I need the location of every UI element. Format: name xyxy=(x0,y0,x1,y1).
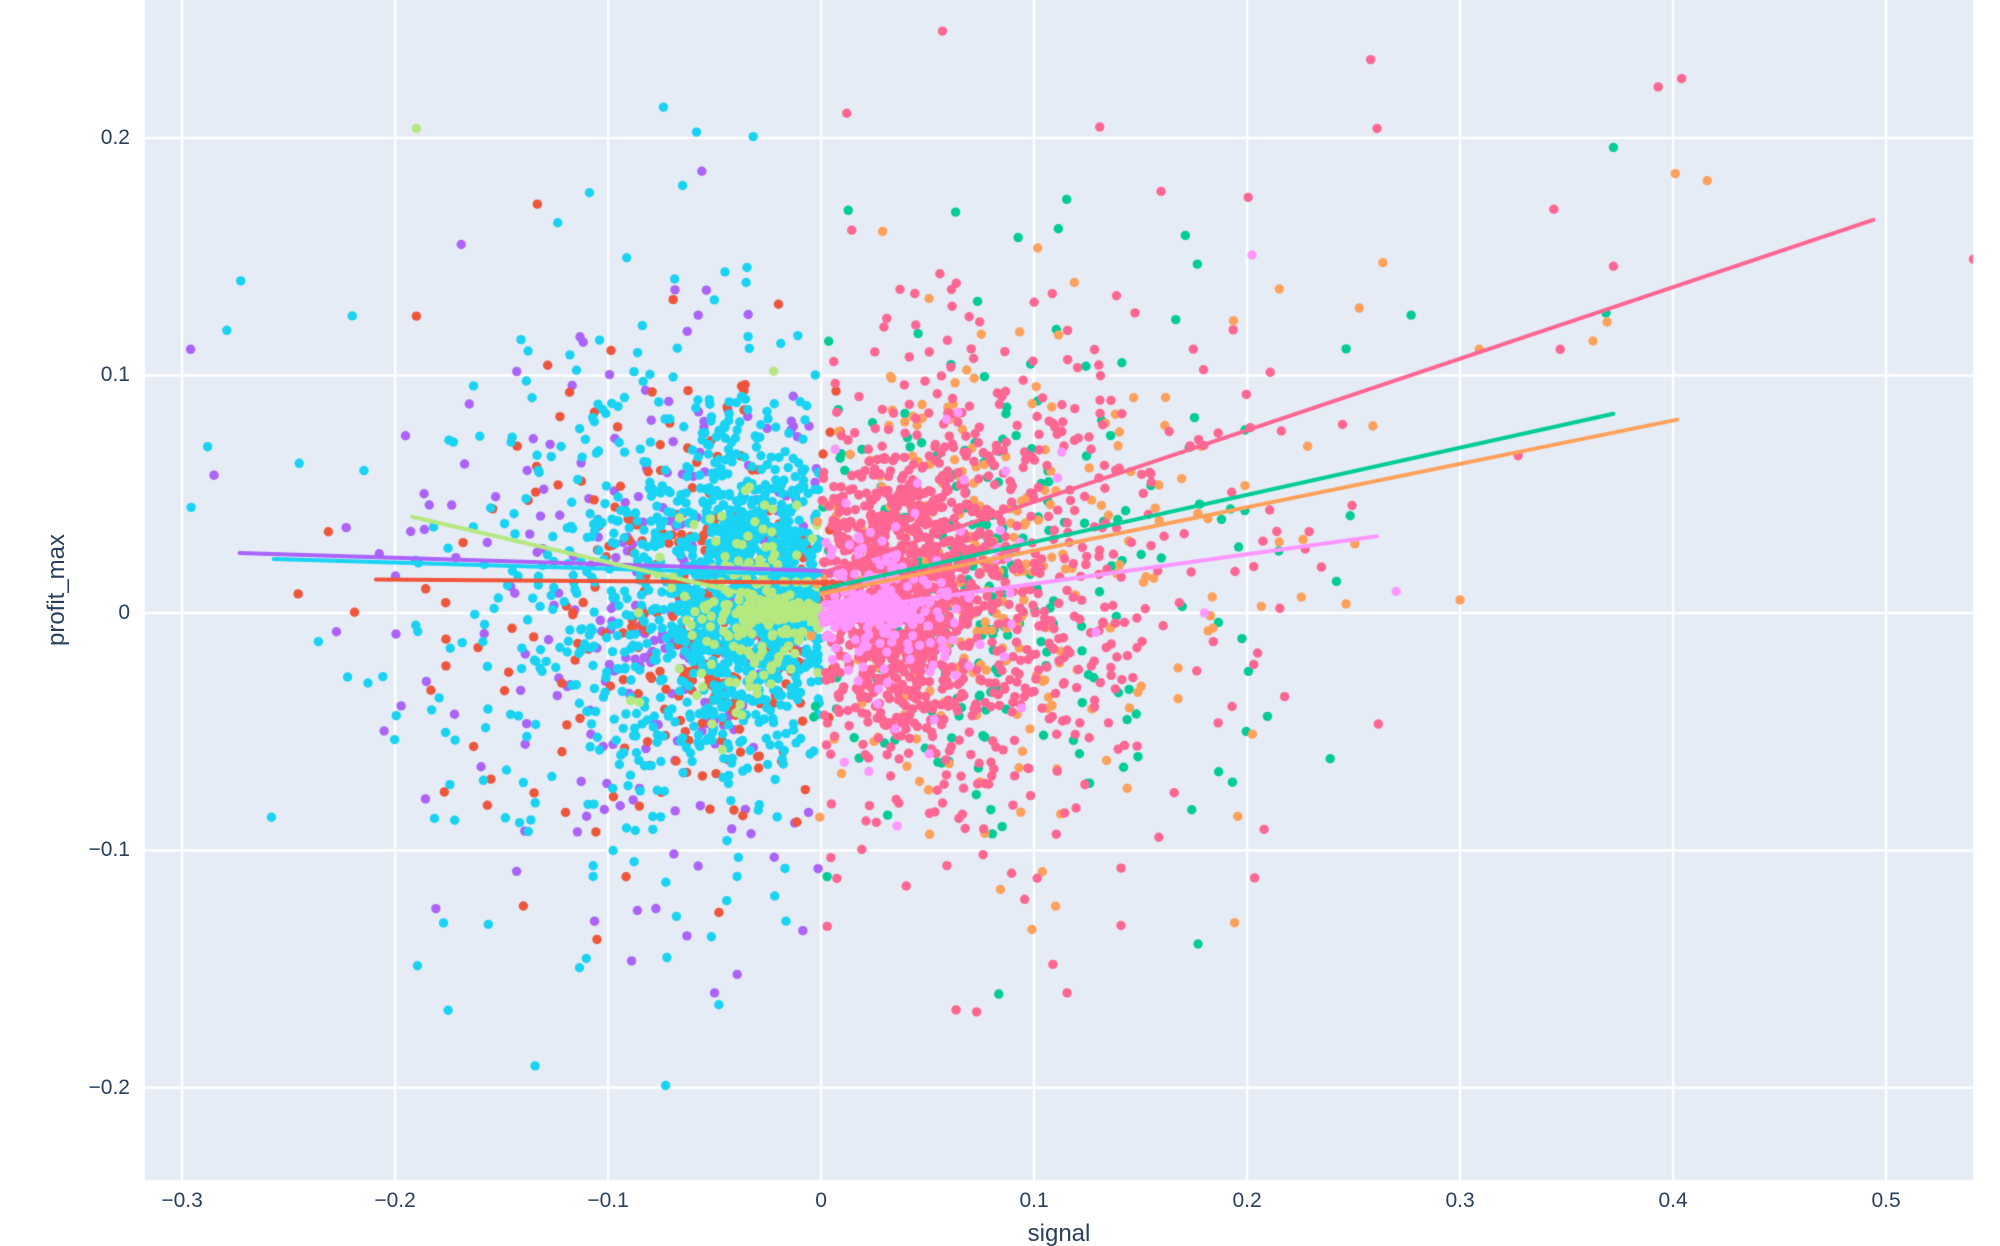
x-tick-label: 0 xyxy=(815,1189,827,1212)
x-tick-label: 0.4 xyxy=(1658,1189,1688,1212)
x-tick-label: 0.5 xyxy=(1871,1189,1901,1212)
x-tick-label: −0.1 xyxy=(587,1189,629,1212)
x-tick-label: 0.2 xyxy=(1232,1189,1262,1212)
x-tick-label: 0.3 xyxy=(1445,1189,1475,1212)
x-tick-label: −0.3 xyxy=(161,1189,203,1212)
y-tick-label: 0.2 xyxy=(100,125,130,149)
y-tick-label: 0 xyxy=(118,600,130,624)
y-tick-label: −0.1 xyxy=(88,838,130,862)
y-axis-title: profit_max xyxy=(43,533,70,647)
y-tick-label: 0.1 xyxy=(100,363,130,387)
x-tick-label: 0.1 xyxy=(1019,1189,1049,1212)
y-tick-label: −0.2 xyxy=(88,1075,130,1099)
x-axis-title: signal xyxy=(1027,1220,1091,1246)
x-tick-label: −0.2 xyxy=(374,1189,416,1212)
